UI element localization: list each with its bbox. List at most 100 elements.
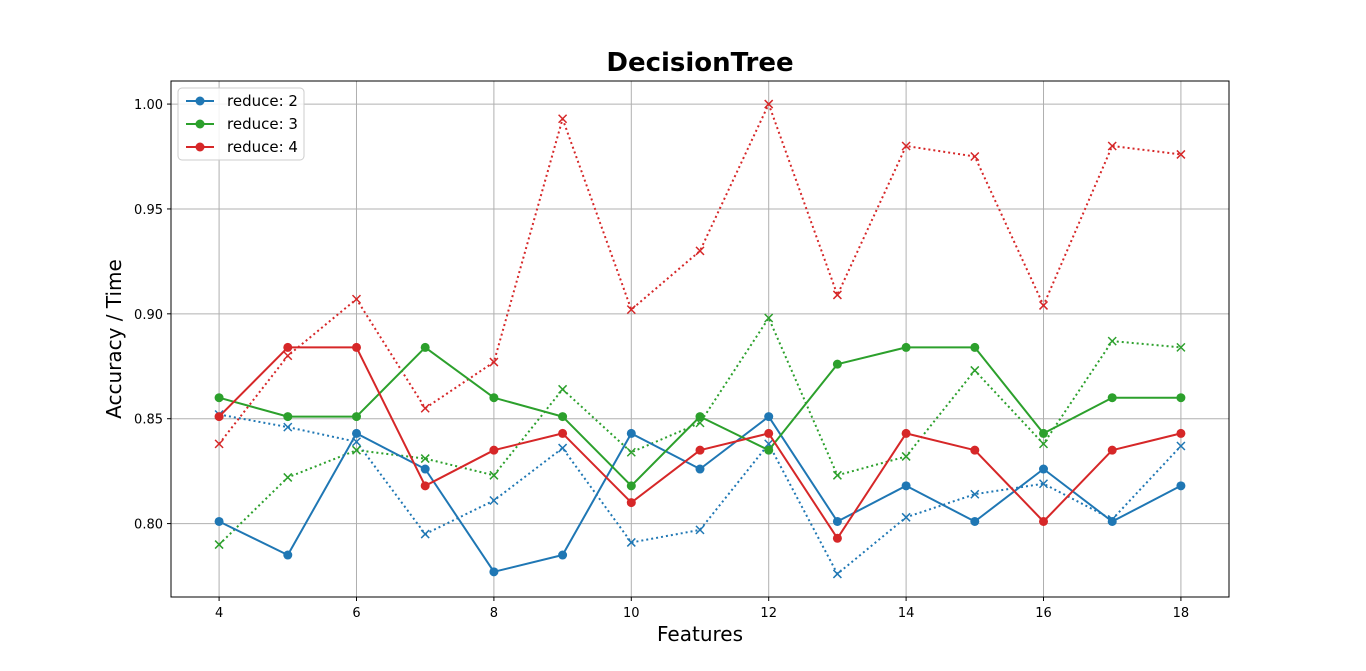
data-point [901,481,911,491]
data-point [489,357,499,367]
y-tick-label: 0.85 [134,413,163,428]
legend-label: reduce: 3 [227,115,298,133]
data-point [832,470,842,480]
data-point [695,246,705,256]
data-point [901,428,911,438]
data-point [351,294,362,304]
series-line [218,413,1182,575]
data-point [1039,516,1049,526]
data-point [489,393,499,403]
data-point [489,445,499,455]
data-point [420,454,430,464]
data-point [283,351,293,361]
data-point [283,342,293,352]
data-point [351,428,361,438]
data-point [558,384,568,394]
data-point [970,365,980,375]
y-tick-label: 0.80 [134,518,163,533]
data-point [214,516,224,526]
data-point [1107,516,1117,526]
series-1 [214,412,1186,577]
data-point [626,498,636,508]
data-point [1038,439,1049,449]
data-point [1107,336,1117,346]
data-point [970,445,980,455]
data-point [832,516,842,526]
data-point [1107,445,1117,455]
x-tick-label: 12 [760,606,777,621]
data-point [970,151,980,162]
data-point [764,412,774,422]
data-point [351,412,361,422]
series-line [218,103,1182,445]
data-point [1176,441,1186,451]
data-point [420,464,430,474]
legend-marker [195,142,205,152]
data-point [695,464,705,474]
data-point [283,412,293,422]
x-tick-label: 16 [1035,606,1052,621]
data-point [558,428,568,438]
data-point [420,342,430,352]
data-point [1176,481,1186,491]
data-point [626,447,636,457]
y-tick-label: 0.90 [134,308,163,323]
data-point [558,550,568,560]
x-tick-label: 10 [623,606,640,621]
data-point [1038,479,1049,489]
data-point [832,359,842,369]
data-point [1038,300,1049,310]
data-point [351,342,361,352]
data-point [489,470,499,480]
data-point [764,445,774,455]
y-axis-label: Accuracy / Time [102,259,126,419]
data-point [1107,393,1117,403]
data-point [626,305,636,315]
chart-title: DecisionTree [606,48,793,78]
data-point [764,428,774,438]
x-tick-label: 4 [215,606,223,621]
ticks: 4 6 8 10 12 14 16 18 0.80 0.85 0.90 0.95 1.00 [134,98,1189,621]
x-tick-label: 6 [352,606,360,621]
x-axis-label: Features [657,622,743,646]
data-point [420,481,430,491]
data-point [214,540,224,550]
series-6 [214,99,1186,449]
data-point [489,495,499,506]
data-point [695,412,705,422]
data-point [626,537,636,547]
series-layer [214,99,1186,579]
data-point [970,342,980,352]
data-point [283,472,293,482]
data-point [764,99,774,109]
data-point [1039,428,1049,438]
data-point [764,313,774,323]
data-point [214,393,224,403]
legend-marker [195,96,205,106]
data-point [1107,141,1117,151]
data-point [1039,464,1049,474]
data-point [626,428,636,438]
grid [171,81,1229,597]
data-point [420,403,430,413]
legend-box [177,87,305,161]
series-line [218,317,1181,546]
data-point [214,439,224,449]
x-tick-label: 14 [898,606,915,621]
data-point [1176,149,1186,159]
data-point [283,422,293,432]
data-point [695,525,705,535]
series-line [218,415,1182,573]
data-point [558,114,568,124]
data-point [832,569,842,579]
plot-frame [170,80,1230,598]
data-point [1176,393,1186,403]
data-point [558,412,568,422]
data-point [901,451,911,461]
data-point [970,489,980,499]
data-point [558,443,568,453]
data-point [1176,428,1186,438]
data-point [214,412,224,422]
y-tick-label: 0.95 [134,203,163,218]
